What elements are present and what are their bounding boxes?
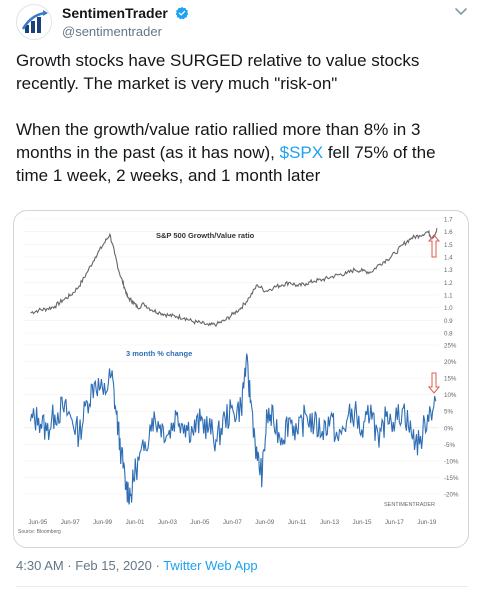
cashtag-link[interactable]: $SPX (279, 143, 324, 162)
y-tick-label-top: 1.3 (444, 267, 453, 274)
tweet-header: SentimenTrader @sentimentrader (16, 4, 468, 40)
avatar[interactable] (16, 4, 52, 40)
chart-title-change: 3 month % change (126, 349, 192, 358)
x-tick-label: Jun-17 (385, 519, 404, 526)
y-tick-label-bottom: -20% (444, 492, 459, 499)
y-tick-label-top: 1.6 (444, 229, 453, 236)
source-label: Source: Bloomberg (18, 529, 61, 535)
three-month-change-line (29, 353, 437, 505)
growth-value-ratio-line (30, 227, 438, 328)
tweet-media-chart[interactable]: 1.7 1.6 1.5 1.4 1.3 1.2 1.1 1.0 0.9 0.8 25% 20% 15% 1… (13, 210, 469, 548)
x-tick-label: Jun-03 (158, 519, 177, 526)
x-tick-label: Jun-15 (353, 519, 372, 526)
user-handle[interactable]: @sentimentrader (62, 24, 162, 39)
tweet-text-outro: fell 75% of the time 1 week, 2 weeks, an… (16, 143, 441, 185)
x-tick-label: Jun-13 (320, 519, 339, 526)
tweet-text-intro: Growth stocks have SURGED relative to va… (16, 51, 421, 162)
y-tick-label-top: 1.5 (444, 242, 453, 249)
chart-svg: 1.7 1.6 1.5 1.4 1.3 1.2 1.1 1.0 0.9 0.8 25% 20% 15% 1… (18, 217, 459, 536)
display-name[interactable]: SentimenTrader (62, 5, 168, 21)
watermark-label: SENTIMENTRADER (384, 502, 435, 508)
y-tick-label-top: 0.8 (444, 331, 453, 338)
y-tick-label-bottom: 5% (444, 409, 453, 416)
x-tick-label: Jun-19 (417, 519, 436, 526)
x-tick-label: Jun-07 (223, 519, 242, 526)
y-tick-label-bottom: -10% (444, 458, 459, 465)
x-tick-label: Jun-05 (190, 519, 209, 526)
y-tick-label-bottom: -5% (444, 442, 456, 449)
up-arrow-annotation (427, 234, 441, 258)
y-tick-label-top: 1.7 (444, 217, 453, 224)
x-tick-label: Jun-99 (93, 519, 112, 526)
tweet-text: Growth stocks have SURGED relative to va… (16, 49, 472, 187)
verified-badge-icon (175, 6, 189, 20)
x-tick-label: Jun-95 (28, 519, 47, 526)
y-tick-label-top: 1.1 (444, 293, 453, 300)
y-tick-label-bottom: -15% (444, 475, 459, 482)
down-arrow-annotation (427, 372, 441, 394)
tweet-footer: 4:30 AM · Feb 15, 2020 · Twitter Web App (16, 558, 258, 573)
chart-title-ratio: S&P 500 Growth/Value ratio (156, 231, 255, 240)
y-tick-label-bottom: 15% (444, 376, 457, 383)
divider (16, 586, 468, 587)
x-tick-label: Jun-97 (61, 519, 80, 526)
x-tick-label: Jun-09 (255, 519, 274, 526)
y-tick-label-bottom: 0% (444, 425, 453, 432)
avatar-logo (18, 6, 51, 39)
tweet-source-app[interactable]: Twitter Web App (163, 558, 258, 573)
y-tick-label-bottom: 10% (444, 392, 457, 399)
y-tick-label-top: 0.9 (444, 318, 453, 325)
x-tick-label: Jun-01 (126, 519, 145, 526)
y-tick-label-top: 1.2 (444, 280, 453, 287)
y-tick-label-top: 1.0 (444, 305, 453, 312)
footer-separator: · (151, 558, 164, 573)
y-tick-label-bottom: 25% (444, 343, 457, 350)
tweet-timestamp[interactable]: 4:30 AM · Feb 15, 2020 (16, 558, 152, 573)
x-tick-label: Jun-11 (288, 519, 307, 526)
y-tick-label-top: 1.4 (444, 255, 453, 262)
chevron-down-icon[interactable] (454, 6, 468, 16)
y-tick-label-bottom: 20% (444, 359, 457, 366)
